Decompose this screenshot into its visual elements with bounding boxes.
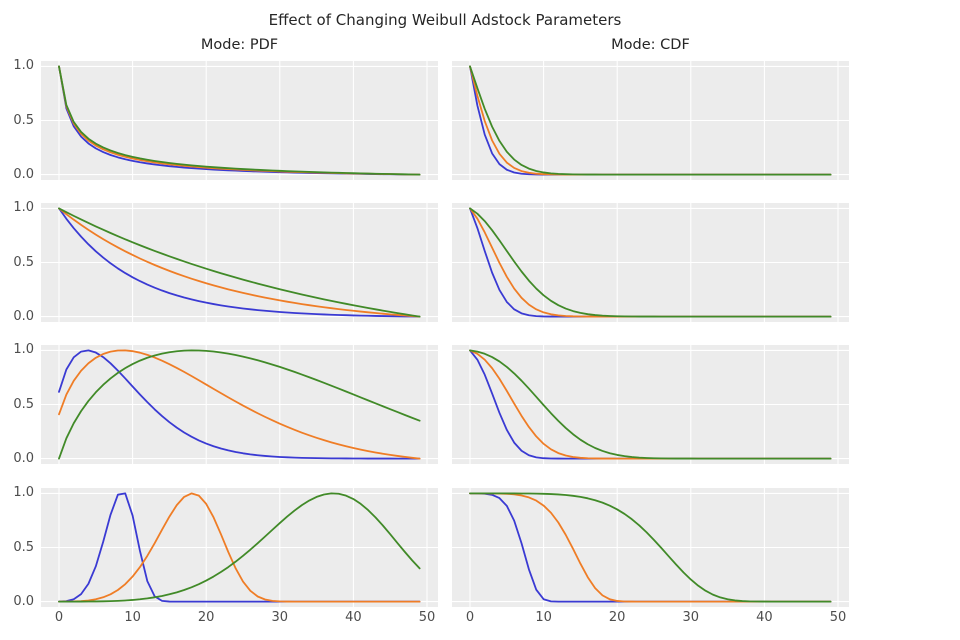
series-line-scale=40 xyxy=(58,207,421,318)
series-line-scale=40 xyxy=(469,349,832,460)
subplot-row4-cdf xyxy=(452,488,849,607)
series-line-scale=20 xyxy=(58,207,421,318)
series-line-scale=40 xyxy=(469,207,832,318)
y-tick-label: 1.0 xyxy=(13,485,34,501)
subplot-row1-cdf xyxy=(452,61,849,180)
series-line-scale=20 xyxy=(58,492,421,603)
subplot-row4-pdf xyxy=(41,488,438,607)
x-tick-label: 10 xyxy=(124,610,141,625)
subplot-row3-cdf xyxy=(452,345,849,464)
y-tick-label: 0.0 xyxy=(13,593,34,609)
y-tick-label: 0.0 xyxy=(13,450,34,466)
y-tick-label: 1.0 xyxy=(13,200,34,216)
series-line-scale=40 xyxy=(58,349,421,460)
plot-area xyxy=(41,488,438,607)
x-tick-label: 50 xyxy=(418,610,436,625)
y-tick-label: 0.5 xyxy=(13,112,34,128)
x-tick-label: 0 xyxy=(465,610,475,625)
series-line-scale=10 xyxy=(58,207,421,318)
subplot-row2-cdf xyxy=(452,203,849,322)
plot-area xyxy=(41,61,438,180)
y-tick-label: 0.0 xyxy=(13,308,34,324)
subplot-row1-pdf xyxy=(41,61,438,180)
column-title-cdf: Mode: CDF xyxy=(611,37,690,53)
x-tick-label: 20 xyxy=(197,610,215,625)
plot-area xyxy=(41,203,438,322)
figure-title: Effect of Changing Weibull Adstock Param… xyxy=(268,11,622,29)
plot-area xyxy=(452,61,849,180)
y-tick-label: 0.5 xyxy=(13,396,34,412)
subplot-row2-pdf xyxy=(41,203,438,322)
plot-area xyxy=(41,345,438,464)
x-tick-label: 30 xyxy=(682,610,700,625)
y-tick-label: 0.5 xyxy=(13,539,34,555)
x-tick-label: 50 xyxy=(829,610,847,625)
x-tick-label: 40 xyxy=(345,610,362,625)
series-line-scale=20 xyxy=(58,349,421,460)
y-tick-label: 0.0 xyxy=(13,166,34,182)
series-line-scale=40 xyxy=(58,65,421,176)
x-tick-label: 20 xyxy=(608,610,626,625)
plot-area xyxy=(452,345,849,464)
series-line-scale=40 xyxy=(469,65,832,176)
x-tick-label: 40 xyxy=(756,610,773,625)
y-tick-label: 1.0 xyxy=(13,342,34,358)
plot-area xyxy=(452,203,849,322)
y-tick-label: 0.5 xyxy=(13,254,34,270)
x-tick-label: 0 xyxy=(54,610,64,625)
x-tick-label: 10 xyxy=(535,610,552,625)
subplot-row3-pdf xyxy=(41,345,438,464)
column-title-pdf: Mode: PDF xyxy=(200,37,279,53)
plot-area xyxy=(452,488,849,607)
series-line-scale=40 xyxy=(469,492,832,603)
y-tick-label: 1.0 xyxy=(13,58,34,74)
x-tick-label: 30 xyxy=(271,610,289,625)
series-line-scale=40 xyxy=(58,492,421,603)
